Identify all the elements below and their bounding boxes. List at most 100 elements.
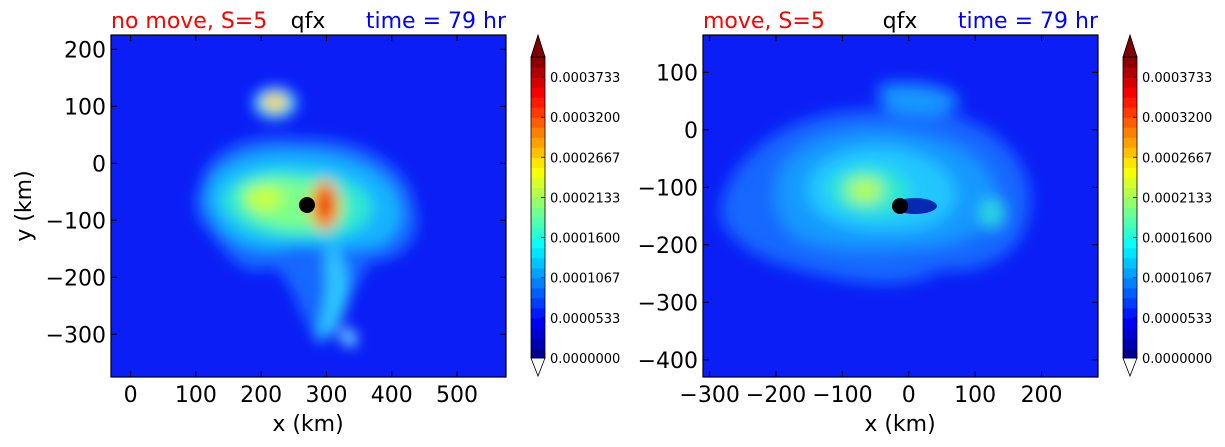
panel1-x-ticks: 0 100 200 300 400 500: [124, 35, 478, 408]
panel1-y-ticks: 200 100 0 −100 −200 −300: [46, 38, 506, 348]
colorbar-level: [1123, 157, 1137, 168]
panel2-storm-center-marker: [892, 198, 908, 214]
panel2-xlabel: x (km): [864, 412, 935, 437]
colorbar-level: [531, 77, 545, 88]
colorbar-tick-label: 0.0000000: [550, 352, 620, 367]
colorbar-level: [1123, 117, 1137, 128]
panel2-y-ticks: 100 0 −100 −200 −300 −400: [638, 61, 1098, 374]
colorbar-level: [1123, 297, 1137, 309]
colorbar-level: [531, 137, 545, 148]
colorbar-level: [531, 317, 545, 329]
x-tick-label: 500: [436, 383, 478, 408]
colorbar-level: [531, 217, 545, 229]
colorbar-level: [531, 157, 545, 168]
colorbar-level: [531, 67, 545, 78]
y-tick-label: −400: [638, 349, 698, 374]
x-tick-label: 100: [954, 383, 996, 408]
colorbar-level: [531, 207, 545, 219]
colorbar-level: [1123, 147, 1137, 158]
x-tick-label: 300: [305, 383, 347, 408]
x-tick-label: −100: [812, 383, 872, 408]
colorbar-tick-label: 0.0001067: [1142, 272, 1212, 287]
colorbar-level: [531, 117, 545, 128]
colorbar-frame: [530, 56, 546, 359]
x-tick-label: 0: [124, 383, 138, 408]
colorbar-tick-label: 0.0001067: [550, 272, 620, 287]
colorbar-extend-max: [1122, 33, 1138, 58]
colorbar-level: [1123, 177, 1137, 189]
colorbar-level: [1123, 57, 1137, 68]
colorbar-level: [531, 147, 545, 158]
colorbar-level: [1123, 327, 1137, 339]
colorbar-extend-min: [530, 357, 546, 378]
colorbar-level: [1123, 277, 1137, 289]
x-tick-label: 400: [371, 383, 413, 408]
colorbar-level: [531, 237, 545, 249]
x-tick-label: 100: [175, 383, 217, 408]
x-tick-label: −200: [746, 383, 806, 408]
colorbar-level: [531, 297, 545, 309]
x-tick-label: 0: [902, 383, 916, 408]
colorbar-level: [1123, 67, 1137, 78]
colorbar-level: [1123, 137, 1137, 148]
colorbar-level: [1123, 317, 1137, 329]
y-tick-label: 0: [92, 152, 106, 177]
colorbar-tick-label: 0.0001600: [1142, 232, 1212, 247]
colorbar-level: [1123, 107, 1137, 118]
colorbar-level: [1123, 217, 1137, 229]
panel2-title-center: qfx: [883, 9, 918, 34]
panel1-colorbar: 0.0000000 0.0000533 0.0001067 0.0001600 0.00…: [530, 33, 620, 378]
panel-move: move, S=5 qfx time = 79 hr −300 −200 −100 0…: [638, 9, 1099, 437]
colorbar-level: [1123, 207, 1137, 219]
colorbar-level: [531, 127, 545, 138]
colorbar-level: [531, 247, 545, 259]
panel2-colorbar: 0.0000000 0.0000533 0.0001067 0.0001600 0.00…: [1122, 33, 1212, 378]
colorbar-tick-label: 0.0003733: [1142, 71, 1212, 86]
colorbar-tick-label: 0.0003200: [1142, 111, 1212, 126]
colorbar-level: [531, 97, 545, 108]
colorbar-level: [1123, 167, 1137, 178]
colorbar-level: [531, 277, 545, 289]
colorbar-level: [1123, 77, 1137, 88]
colorbar-level: [531, 227, 545, 239]
panel1-title-right: time = 79 hr: [366, 9, 507, 34]
colorbar-level: [1123, 187, 1137, 199]
colorbar-level: [531, 267, 545, 279]
panel2-contour-field: [703, 35, 1098, 377]
x-tick-label: 200: [240, 383, 282, 408]
panel1-frame: [110, 34, 507, 378]
y-tick-label: 200: [64, 38, 106, 63]
panel1-ylabel: y (km): [12, 170, 37, 241]
colorbar-level: [531, 257, 545, 269]
colorbar-level: [531, 327, 545, 339]
colorbar-level: [1123, 237, 1137, 249]
panel1-contour-field: [111, 35, 506, 377]
panel2-frame: [702, 34, 1099, 378]
colorbar-level: [531, 197, 545, 209]
colorbar-tick-label: 0.0003733: [550, 71, 620, 86]
colorbar-level: [1123, 127, 1137, 138]
panel2-title-right: time = 79 hr: [958, 9, 1099, 34]
colorbar-level: [1123, 97, 1137, 108]
x-tick-label: 200: [1021, 383, 1063, 408]
colorbar-level: [1123, 287, 1137, 299]
colorbar-level: [1123, 337, 1137, 349]
colorbar-level: [531, 107, 545, 118]
colorbar-level: [531, 167, 545, 178]
colorbar-tick-label: 0.0000000: [1142, 352, 1212, 367]
colorbar-level: [531, 177, 545, 189]
colorbar-tick-label: 0.0002133: [1142, 191, 1212, 206]
colorbar-frame: [1122, 56, 1138, 359]
panel2-x-ticks: −300 −200 −100 0 100 200: [679, 35, 1063, 408]
y-tick-label: 100: [656, 61, 698, 86]
colorbar-level: [1123, 247, 1137, 259]
y-tick-label: −300: [46, 323, 106, 348]
colorbar-tick-label: 0.0001600: [550, 232, 620, 247]
y-tick-label: −300: [638, 291, 698, 316]
panel-no-move: no move, S=5 qfx time = 79 hr: [12, 9, 507, 437]
y-tick-label: −200: [46, 266, 106, 291]
panel2-title-left: move, S=5: [703, 9, 825, 34]
y-tick-label: 0: [684, 119, 698, 144]
colorbar-level: [531, 57, 545, 68]
